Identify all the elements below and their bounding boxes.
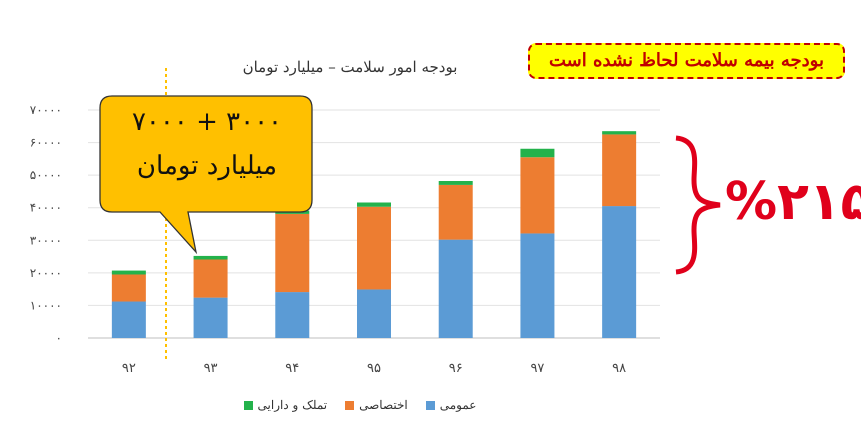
notice-banner: بودجه بیمه سلامت لحاظ نشده است xyxy=(528,43,845,79)
x-axis-ticks: ۹۲ ۹۳ ۹۴ ۹۵ ۹۶ ۹۷ ۹۸ xyxy=(122,361,626,376)
x-tick-label: ۹۲ xyxy=(122,361,136,376)
bar-segment xyxy=(111,270,146,275)
y-tick-label: ۷۰۰۰۰ xyxy=(30,103,62,117)
callout-text: ۳۰۰۰ + ۷۰۰۰ میلیارد تومان xyxy=(104,100,310,188)
bar-segment xyxy=(438,239,473,338)
legend-item-public: عمومی xyxy=(425,398,477,412)
bar-segment xyxy=(520,148,555,158)
y-axis-ticks: ۰ ۱۰۰۰۰ ۲۰۰۰۰ ۳۰۰۰۰ ۴۰۰۰۰ ۵۰۰۰۰ ۶۰۰۰۰ ۷۰۰۰۰ xyxy=(30,103,62,345)
legend-label-public: عمومی xyxy=(439,398,477,412)
callout-line-2: میلیارد تومان xyxy=(136,151,278,181)
bar-segment xyxy=(520,233,555,338)
bar-segment xyxy=(275,213,310,293)
bar-segment xyxy=(520,157,555,234)
bar-segment xyxy=(357,202,391,207)
bar-segment xyxy=(357,206,391,290)
bar-segment xyxy=(111,301,146,338)
x-tick-label: ۹۳ xyxy=(204,361,218,376)
legend-swatch-acquisition xyxy=(243,400,253,410)
bar-segment xyxy=(193,255,228,260)
legend-item-dedicated: اختصاصی xyxy=(345,398,408,412)
y-tick-label: ۶۰۰۰۰ xyxy=(30,136,62,150)
bar-segment xyxy=(275,292,310,338)
y-tick-label: ۵۰۰۰۰ xyxy=(30,168,62,182)
x-tick-label: ۹۷ xyxy=(530,361,544,376)
y-tick-label: ۳۰۰۰۰ xyxy=(30,233,62,247)
x-tick-label: ۹۴ xyxy=(285,361,299,376)
legend: تملک و دارایی اختصاصی عمومی xyxy=(230,398,490,412)
brace-shape xyxy=(675,135,721,275)
legend-item-acquisition: تملک و دارایی xyxy=(243,398,328,412)
bar-segment xyxy=(602,134,637,207)
y-tick-label: ۴۰۰۰۰ xyxy=(30,201,62,215)
legend-label-acquisition: تملک و دارایی xyxy=(257,398,328,412)
y-tick-label: ۰ xyxy=(56,331,62,345)
bar-segment xyxy=(438,184,473,240)
bar-segment xyxy=(438,181,473,185)
bar-segment xyxy=(193,297,228,338)
bar-segment xyxy=(111,274,146,302)
bar-segment xyxy=(602,131,637,135)
x-tick-label: ۹۵ xyxy=(367,361,381,376)
y-tick-label: ۱۰۰۰۰ xyxy=(30,298,62,312)
x-tick-label: ۹۸ xyxy=(612,361,626,376)
callout-bubble xyxy=(99,95,313,255)
chart-title: بودجه امور سلامت – میلیارد تومان xyxy=(242,58,458,76)
callout-line-1: ۳۰۰۰ + ۷۰۰۰ xyxy=(131,107,283,137)
legend-swatch-dedicated xyxy=(345,400,355,410)
legend-swatch-public xyxy=(425,400,435,410)
growth-percent: %۲۱۵ xyxy=(725,172,861,232)
x-tick-label: ۹۶ xyxy=(449,361,463,376)
bar-segment xyxy=(602,206,637,338)
y-tick-label: ۲۰۰۰۰ xyxy=(30,266,62,280)
bar-segment xyxy=(357,289,391,338)
legend-label-dedicated: اختصاصی xyxy=(359,398,408,412)
bar-segment xyxy=(193,259,228,298)
